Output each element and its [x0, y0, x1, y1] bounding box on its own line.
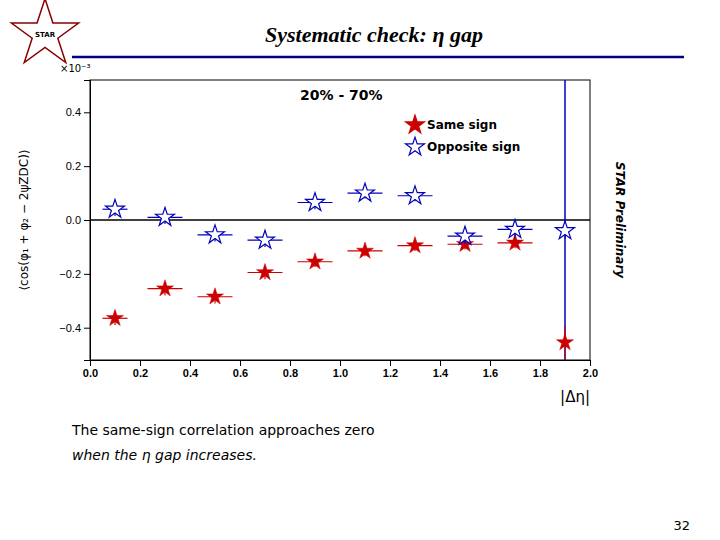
x-tick-mark	[440, 360, 441, 366]
y-tick-label: 0.0	[66, 214, 81, 226]
y-tick-mark	[84, 220, 90, 221]
chart: 0.00.20.40.60.81.01.21.41.61.82.0−0.4−0.…	[0, 0, 720, 540]
x-tick: 0.4	[183, 360, 199, 379]
x-tick-label: 1.4	[433, 367, 449, 379]
legend-label: Opposite sign	[427, 140, 520, 154]
y-tick-label: −0.4	[59, 322, 81, 334]
x-tick: 1.2	[383, 360, 398, 379]
point	[456, 226, 475, 244]
point	[406, 186, 425, 204]
x-tick-label: 1.0	[333, 367, 348, 379]
annotation: 32	[673, 518, 690, 533]
point	[256, 230, 275, 248]
point	[306, 193, 325, 211]
point	[356, 183, 375, 201]
annotation: 20% - 70%	[300, 87, 383, 103]
y-tick-mark	[84, 166, 90, 167]
x-tick-label: 0.0	[83, 367, 98, 379]
series	[103, 234, 574, 359]
x-tick: 0.8	[283, 360, 298, 379]
y-tick-label: −0.2	[59, 268, 81, 280]
point	[106, 309, 123, 325]
logo	[11, 0, 78, 63]
y-tick-label: 0.4	[66, 106, 81, 118]
point	[106, 199, 125, 217]
y-tick-label: 0.2	[66, 160, 81, 172]
x-tick: 1.0	[333, 360, 348, 379]
point	[406, 237, 423, 253]
annotation: when the η gap increases.	[72, 447, 257, 463]
legend-symbol	[406, 137, 425, 155]
x-tick-label: 0.4	[183, 367, 199, 379]
series	[103, 183, 575, 248]
x-tick: 0.6	[233, 360, 248, 379]
x-tick-label: 2.0	[583, 367, 598, 379]
y-tick-mark	[84, 274, 90, 275]
point	[156, 207, 175, 225]
annotation: The same-sign correlation approaches zer…	[71, 422, 374, 438]
y-axis-title: ⟨cos(φ₁ + φ₂ − 2ψZDC)⟩	[17, 149, 31, 290]
y-tick: −0.2	[59, 268, 90, 280]
point	[556, 221, 575, 239]
point	[306, 253, 323, 269]
annotation: ×10⁻³	[60, 63, 90, 74]
plot-frame	[90, 80, 590, 360]
point	[156, 280, 173, 296]
x-tick-mark	[340, 360, 341, 366]
x-axis-line	[91, 361, 591, 367]
x-tick: 0.0	[83, 360, 98, 379]
x-tick-label: 1.6	[483, 367, 498, 379]
plot-area	[90, 80, 590, 360]
x-tick-label: 1.8	[533, 367, 548, 379]
point	[556, 334, 573, 350]
x-tick: 0.2	[133, 360, 148, 379]
y-axis: −0.4 −0.2 0.0 0.2 0.4	[59, 81, 90, 361]
y-axis-line	[84, 81, 91, 361]
x-axis-title: |Δη|	[560, 388, 590, 406]
x-tick-label: 0.8	[283, 367, 298, 379]
x-tick-mark	[590, 360, 591, 366]
y-tick-mark	[84, 328, 90, 329]
x-tick: 1.8	[533, 360, 548, 379]
x-tick-mark	[490, 360, 491, 366]
legend: Same sign Opposite sign	[406, 115, 521, 155]
x-axis: 0.0 0.2 0.4 0.6 0.8 1.0 1.2 1.4 1.6 1.8 2.0	[83, 360, 598, 379]
y-tick: 0.0	[66, 214, 90, 226]
x-tick-label: 0.2	[133, 367, 148, 379]
x-tick-mark	[290, 360, 291, 366]
x-tick-mark	[190, 360, 191, 366]
x-tick-mark	[140, 360, 141, 366]
x-tick-mark	[240, 360, 241, 366]
point	[206, 288, 223, 304]
point	[256, 264, 273, 280]
x-tick: 1.4	[433, 360, 449, 379]
x-tick-mark	[540, 360, 541, 366]
point	[206, 225, 225, 243]
title: Systematic check: η gap	[265, 22, 483, 47]
point	[356, 242, 373, 258]
annotation: STAR Preliminary	[613, 162, 627, 279]
legend-label: Same sign	[427, 118, 497, 132]
x-tick-label: 0.6	[233, 367, 248, 379]
x-tick-mark	[390, 360, 391, 366]
y-tick: 0.4	[66, 106, 90, 118]
x-tick-label: 1.2	[383, 367, 398, 379]
point	[506, 220, 525, 238]
x-tick: 1.6	[483, 360, 498, 379]
title-rule	[72, 56, 684, 59]
y-tick: −0.4	[59, 322, 90, 334]
y-tick-mark	[84, 112, 90, 113]
annotation: STAR	[35, 31, 56, 39]
y-tick: 0.2	[66, 160, 90, 172]
x-tick: 2.0	[583, 360, 598, 379]
legend-symbol	[406, 115, 425, 133]
